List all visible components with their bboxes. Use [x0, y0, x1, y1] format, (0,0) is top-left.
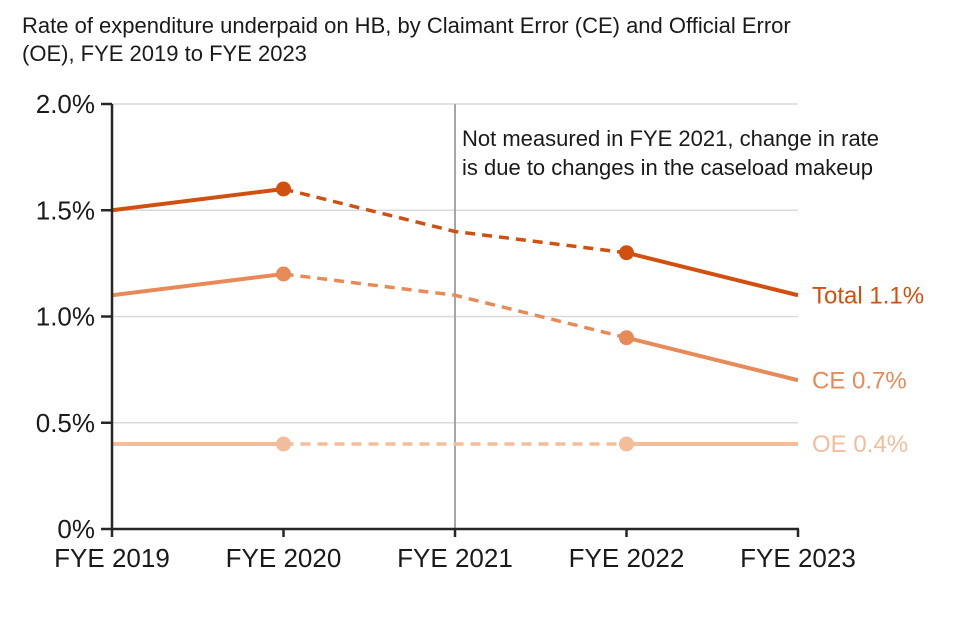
y-axis-labels: 0% 0.5% 1.0% 1.5% 2.0% [36, 89, 95, 544]
y-tick-label: 0% [57, 514, 95, 544]
series-end-labels: Total 1.1% CE 0.7% OE 0.4% [812, 282, 924, 458]
annotation-line2: is due to changes in the caseload makeup [462, 155, 873, 180]
series-solid-total [626, 250, 799, 298]
series-label-oe: OE 0.4% [812, 431, 908, 458]
x-tick-label: FYE 2021 [397, 543, 513, 573]
chart-title-line1: Rate of expenditure underpaid on HB, by … [22, 13, 791, 38]
series-solid-total [111, 187, 284, 213]
annotation-line1: Not measured in FYE 2021, change in rate [462, 126, 880, 151]
fye2021-annotation: Not measured in FYE 2021, change in rate… [462, 124, 879, 182]
y-tick-label: 2.0% [36, 89, 95, 119]
x-tick-label: FYE 2023 [740, 543, 856, 573]
y-tick-label: 1.5% [36, 195, 95, 225]
data-point-marker [619, 330, 634, 346]
data-point-marker [276, 266, 291, 282]
x-axis-labels: FYE 2019 FYE 2020 FYE 2021 FYE 2022 FYE 2023 [54, 543, 856, 573]
series-label-ce: CE 0.7% [812, 367, 907, 394]
y-tick-label: 0.5% [36, 408, 95, 438]
series-lines [111, 181, 799, 452]
data-point-marker [619, 245, 634, 261]
chart-title-line2: (OE), FYE 2019 to FYE 2023 [22, 41, 307, 66]
series-dashed-total [283, 187, 627, 255]
chart-title: Rate of expenditure underpaid on HB, by … [22, 12, 791, 68]
series-solid-ce [626, 335, 799, 383]
series-solid-ce [111, 272, 284, 298]
series-dashed-ce [283, 272, 627, 340]
series-label-total: Total 1.1% [812, 282, 924, 309]
data-point-marker [276, 181, 291, 197]
x-tick-label: FYE 2019 [54, 543, 170, 573]
axes [101, 102, 800, 537]
y-tick-label: 1.0% [36, 302, 95, 332]
data-point-marker [276, 436, 291, 452]
x-tick-label: FYE 2022 [569, 543, 685, 573]
data-point-marker [619, 436, 634, 452]
x-tick-label: FYE 2020 [226, 543, 342, 573]
